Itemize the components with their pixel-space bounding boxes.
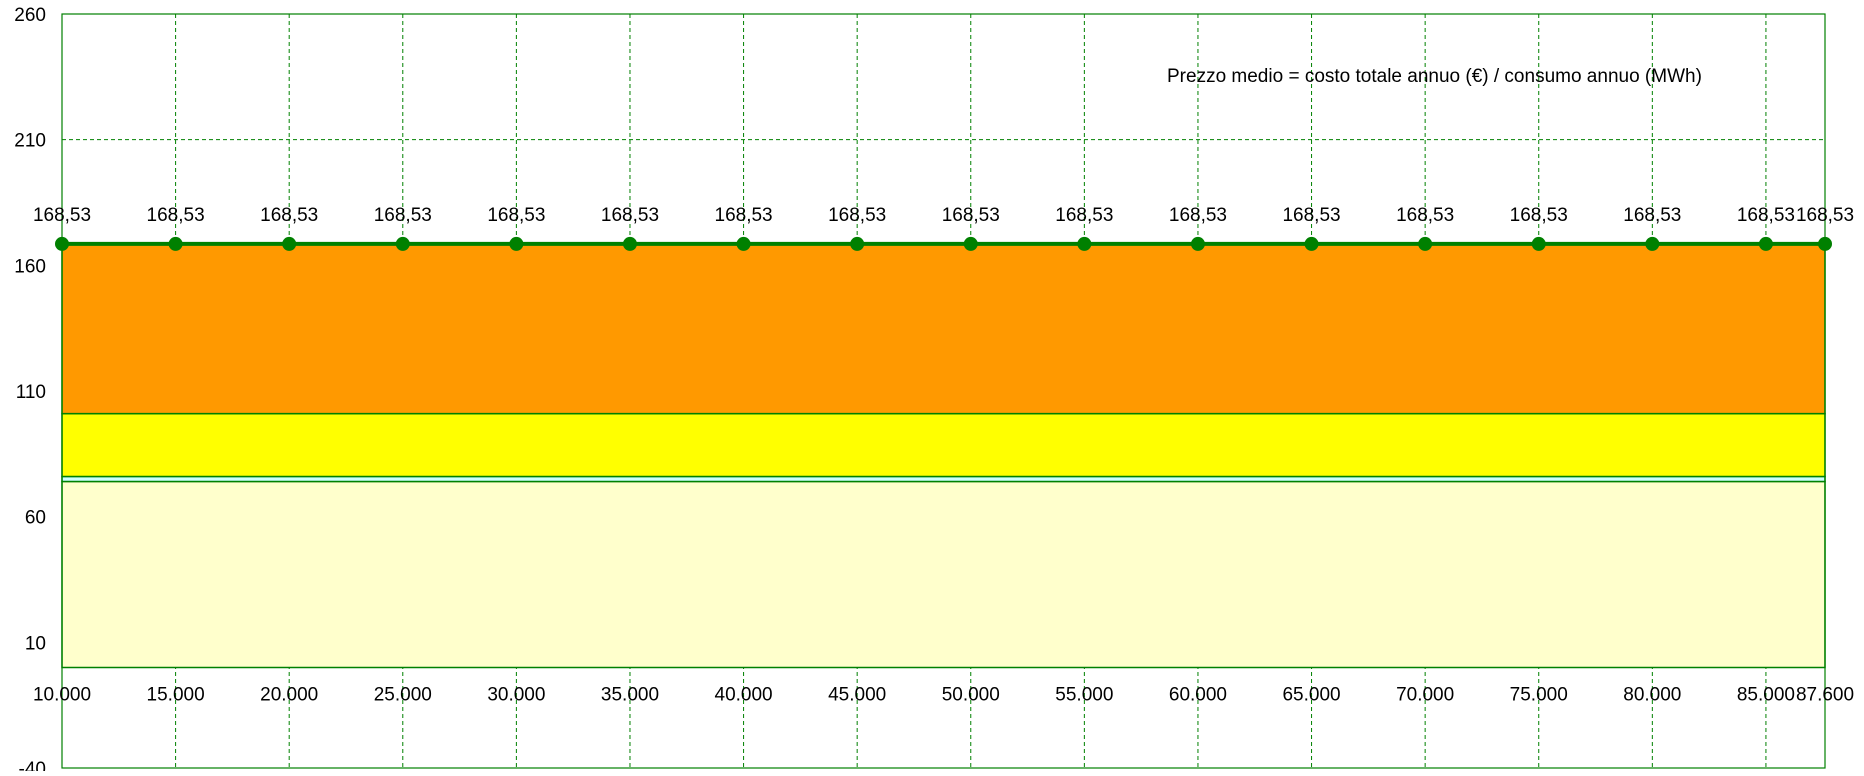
- data-label: 168,53: [601, 205, 659, 226]
- x-tick-label: 70.000: [1396, 684, 1454, 705]
- x-tick-label: 55.000: [1055, 684, 1113, 705]
- y-tick-label: 210: [14, 131, 46, 152]
- average-price-point: [1645, 236, 1660, 251]
- x-tick-label: 60.000: [1169, 684, 1227, 705]
- y-tick-label: 60: [25, 508, 46, 529]
- area-band-0: [61, 480, 1826, 669]
- average-price-point: [622, 236, 637, 251]
- data-label: 168,53: [828, 205, 886, 226]
- average-price-point: [168, 236, 183, 251]
- average-price-point: [1818, 236, 1832, 251]
- line-layer: [55, 236, 1832, 251]
- axis-layer: -40 10 60 110 160 210 260 10.000 15.000 20.000 25.…: [14, 5, 1854, 776]
- x-tick-label: 10.000: [33, 684, 91, 705]
- average-price-point: [509, 236, 524, 251]
- x-tick-label: 30.000: [487, 684, 545, 705]
- y-tick-label: 160: [14, 256, 46, 277]
- average-price-point: [736, 236, 751, 251]
- data-label: 168,53: [1169, 205, 1227, 226]
- data-label: 168,53: [147, 205, 205, 226]
- x-tick-label: 85.000: [1737, 684, 1795, 705]
- plot-border: [61, 13, 1826, 769]
- data-label: 168,53: [1623, 205, 1681, 226]
- formula-annotation: Prezzo medio = costo totale annuo (€) / …: [1167, 66, 1702, 87]
- x-tick-label: 45.000: [828, 684, 886, 705]
- y-tick-label: 10: [25, 633, 46, 654]
- data-label: 168,53: [33, 205, 91, 226]
- x-tick-label: 50.000: [942, 684, 1000, 705]
- x-tick-label: 40.000: [715, 684, 773, 705]
- average-price-point: [1190, 236, 1205, 251]
- data-label: 168,53: [260, 205, 318, 226]
- data-label: 168,53: [1396, 205, 1454, 226]
- data-label: 168,53: [942, 205, 1000, 226]
- area-band-3: [61, 243, 1826, 415]
- average-price-point: [850, 236, 865, 251]
- area-band-1: [61, 475, 1826, 483]
- data-label: 168,53: [374, 205, 432, 226]
- x-tick-label: 80.000: [1623, 684, 1681, 705]
- x-tick-label: 65.000: [1282, 684, 1340, 705]
- data-label: 168,53: [1737, 205, 1795, 226]
- area-layer: [61, 243, 1826, 669]
- y-tick-label: 110: [16, 382, 46, 403]
- x-tick-label: 87.600: [1796, 684, 1854, 705]
- average-price-point: [1531, 236, 1546, 251]
- data-label: 168,53: [487, 205, 545, 226]
- x-tick-label: 25.000: [374, 684, 432, 705]
- x-tick-label: 75.000: [1510, 684, 1568, 705]
- average-price-point: [963, 236, 978, 251]
- y-tick-label: 260: [14, 5, 46, 26]
- area-band-2: [61, 412, 1826, 478]
- x-tick-label: 15.000: [147, 684, 205, 705]
- data-label: 168,53: [1282, 205, 1340, 226]
- average-price-point: [1304, 236, 1319, 251]
- y-tick-label: -40: [19, 759, 46, 771]
- average-price-point: [55, 236, 69, 251]
- average-price-point: [1077, 236, 1092, 251]
- label-layer: 168,53 168,53 168,53 168,53 168,53 168,53 168,…: [33, 205, 1854, 226]
- average-price-point: [282, 236, 297, 251]
- x-tick-label: 20.000: [260, 684, 318, 705]
- data-label: 168,53: [1510, 205, 1568, 226]
- x-tick-label: 35.000: [601, 684, 659, 705]
- average-price-point: [395, 236, 410, 251]
- average-price-point: [1758, 236, 1773, 251]
- data-label: 168,53: [715, 205, 773, 226]
- data-label: 168,53: [1055, 205, 1113, 226]
- data-label: 168,53: [1796, 205, 1854, 226]
- average-price-point: [1418, 236, 1433, 251]
